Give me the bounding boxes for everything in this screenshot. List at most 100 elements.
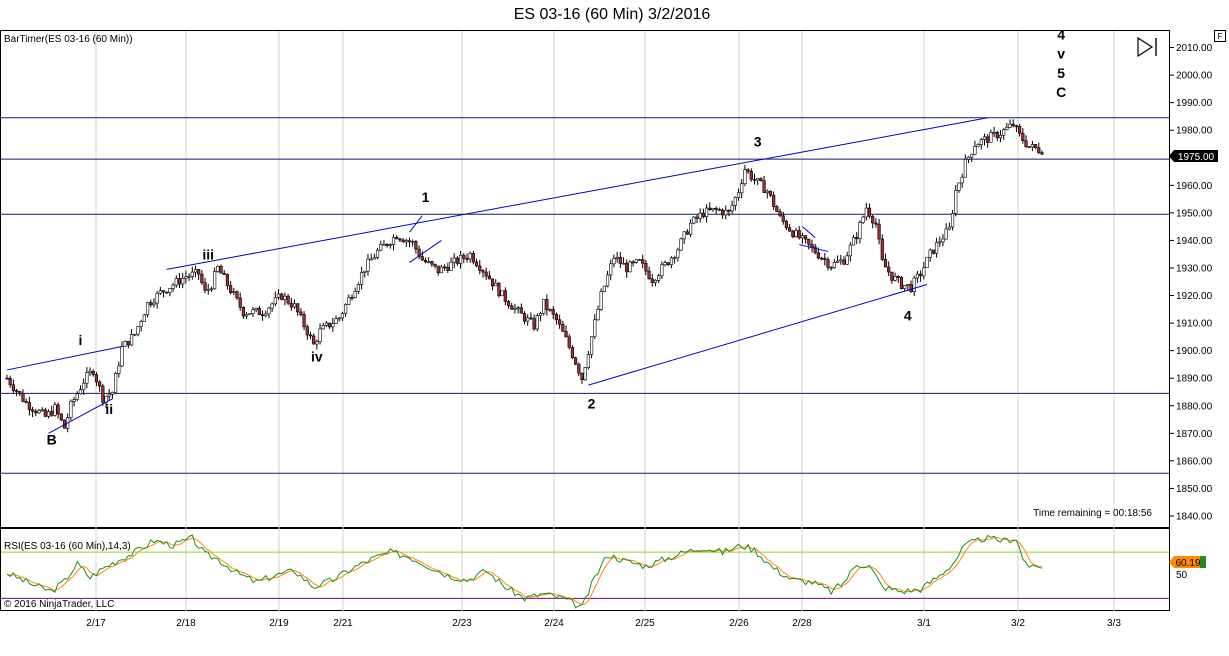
price-tick-label: 1870.00 [1176, 429, 1213, 440]
date-tick-label: 2/23 [452, 618, 472, 629]
candle-up [168, 288, 172, 293]
candle-down [772, 194, 776, 207]
candle-down [650, 278, 654, 283]
candle-down [43, 409, 47, 417]
candle-down [867, 207, 872, 217]
candle-up [1005, 126, 1009, 130]
candle-down [1034, 144, 1038, 149]
candle-up [516, 307, 520, 310]
candle-down [695, 216, 699, 219]
candle-down [484, 271, 488, 277]
candle-up [133, 333, 137, 336]
candle-up [756, 178, 760, 181]
candle-down [570, 346, 575, 359]
wave-label: iii [202, 247, 214, 263]
candle-down [34, 410, 38, 414]
price-axis-ticks: 2010.002000.001990.001980.001970.001960.… [1169, 43, 1213, 522]
candle-down [497, 282, 501, 297]
candle-down [11, 384, 15, 391]
candle-down [56, 404, 60, 415]
candle-up [366, 258, 370, 272]
candle-down [791, 230, 795, 238]
rsi-average-line [6, 536, 1043, 606]
date-tick-label: 3/2 [1011, 618, 1025, 629]
candle-up [938, 241, 942, 244]
candle-up [145, 302, 150, 316]
candle-up [765, 190, 769, 194]
candle-down [727, 209, 731, 212]
candle-up [960, 176, 964, 184]
candle-down [880, 238, 884, 260]
candle-down [503, 290, 507, 302]
candle-up [37, 410, 41, 414]
wave-label: ii [105, 401, 113, 417]
candle-down [59, 413, 63, 421]
candle-up [117, 365, 121, 374]
candle-up [548, 309, 552, 311]
candle-down [788, 227, 792, 232]
wave-label: C [1056, 84, 1066, 100]
candle-up [893, 276, 897, 281]
price-tick-label: 1960.00 [1176, 181, 1213, 192]
candle-up [264, 313, 268, 316]
candle-up [934, 242, 939, 254]
candle-down [1018, 125, 1022, 134]
candle-down [781, 215, 785, 222]
candle-up [107, 393, 111, 397]
candle-up [244, 314, 249, 317]
candle-up [657, 275, 661, 281]
candle-down [506, 301, 511, 307]
candle-down [746, 169, 750, 172]
candle-up [998, 134, 1003, 139]
candle-down [558, 319, 562, 325]
candle-down [417, 248, 421, 257]
candle-up [356, 284, 360, 292]
candle-down [874, 222, 878, 225]
candle-up [75, 393, 79, 400]
candle-up [1002, 129, 1006, 136]
candle-down [30, 409, 35, 412]
candle-up [989, 132, 993, 143]
candle-up [976, 144, 980, 147]
candle-up [676, 249, 680, 258]
candle-up [382, 243, 386, 246]
candle-up [957, 182, 961, 191]
candle-up [344, 304, 348, 314]
candlestick-series [5, 119, 1044, 433]
candle-down [931, 249, 935, 254]
candle-down [229, 285, 233, 293]
candle-down [200, 273, 204, 283]
candle-up [925, 256, 929, 269]
price-tick-label: 1910.00 [1176, 319, 1213, 330]
trendline [802, 226, 816, 239]
skip-to-end-icon[interactable] [1137, 36, 1157, 58]
wave-label: iv [311, 349, 323, 365]
price-tick-label: 1980.00 [1176, 126, 1213, 137]
f-button[interactable]: F [1214, 30, 1226, 42]
candle-up [359, 272, 364, 285]
price-tick-label: 1930.00 [1176, 263, 1213, 274]
price-tick-label: 1950.00 [1176, 208, 1213, 219]
candle-up [861, 216, 865, 223]
date-tick-label: 2/28 [792, 618, 812, 629]
date-tick-label: 2/17 [86, 618, 106, 629]
trendline [409, 240, 442, 263]
candle-down [823, 258, 827, 260]
candle-down [797, 230, 801, 239]
rsi-line [6, 534, 1043, 609]
date-tick-label: 3/3 [1107, 618, 1121, 629]
candle-up [733, 197, 737, 206]
price-panel [0, 30, 1170, 528]
copyright-text: © 2016 NinjaTrader, LLC [4, 599, 114, 610]
price-tick-label: 2000.00 [1176, 71, 1213, 82]
candle-down [685, 231, 690, 235]
candle-down [462, 254, 466, 259]
candle-up [660, 264, 664, 277]
candle-down [714, 208, 718, 210]
candle-up [209, 288, 214, 291]
candle-up [379, 244, 383, 251]
price-tick-label: 1990.00 [1176, 98, 1213, 109]
candle-up [542, 299, 546, 314]
last-price-marker: 1975.00 [1169, 150, 1218, 163]
